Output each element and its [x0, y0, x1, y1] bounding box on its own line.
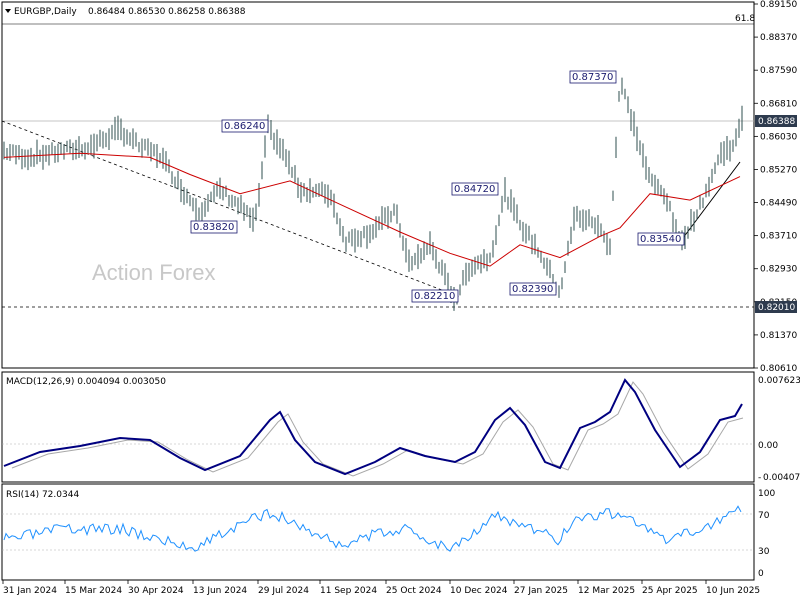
rsi-panel: [1, 483, 755, 581]
macd-tick-top: 0.007623: [758, 376, 800, 386]
annotations: 0.86240 0.83820 0.84720 0.82210 0.82390 0.873…: [190, 70, 685, 303]
macd-tick-bottom: 0.004073: [763, 473, 800, 483]
date-axis: 31 Jan 2024 15 Mar 2024 30 Apr 2024 13 Jun …: [2, 580, 760, 596]
annotation-box: [190, 220, 238, 234]
annotation-box: [221, 119, 269, 133]
price-tick-label: 0.87590: [760, 66, 797, 76]
annotation-label: 0.82210: [414, 291, 455, 302]
uptrend-line: [679, 161, 741, 243]
date-tick-label: 31 Jan 2024: [3, 586, 57, 596]
date-tick-label: 10 Dec 2024: [450, 586, 508, 596]
price-tick-label: 0.84490: [760, 199, 797, 209]
rsi-label: RSI(14) 72.0344: [6, 490, 79, 500]
annotation-label: 0.86240: [224, 121, 265, 132]
annotation-box: [569, 70, 617, 84]
date-tick-label: 25 Oct 2024: [386, 586, 442, 596]
support-price-tag: [755, 301, 797, 313]
date-tick-label: 10 Jun 2025: [706, 586, 760, 596]
annotation-box: [411, 289, 459, 303]
price-tick-label: 0.86810: [760, 99, 797, 109]
macd-label: MACD(12,26,9) 0.004094 0.003050: [6, 377, 166, 387]
symbol-label: EURGBP,Daily: [14, 7, 77, 17]
rsi-tick-0: 0: [758, 569, 764, 579]
annotation-box: [509, 282, 557, 296]
annotation-label: 0.87370: [572, 72, 613, 83]
fib-label: 61.8: [735, 14, 755, 24]
macd-signal-line: [11, 381, 744, 477]
macd-tick-bottom-sign: -: [758, 473, 761, 483]
current-price-value: 0.86388: [758, 117, 795, 127]
price-series: [3, 77, 743, 311]
price-tick-label: 0.89150: [760, 0, 797, 10]
price-tick-label: 0.80610: [760, 364, 797, 374]
rsi-tick-30: 30: [758, 547, 770, 557]
price-axis: 0.89150 0.88370 0.87590 0.86810 0.86030 0.852…: [754, 0, 797, 374]
price-tick-label: 0.85270: [760, 165, 797, 175]
date-tick-label: 15 Mar 2024: [65, 586, 122, 596]
price-tick-label: 0.83710: [760, 232, 797, 242]
price-panel: [1, 1, 755, 369]
date-tick-label: 13 Jun 2024: [193, 586, 247, 596]
annotation-box: [451, 182, 499, 196]
date-tick-label: 11 Sep 2024: [320, 586, 377, 596]
date-tick-label: 25 Apr 2025: [642, 586, 698, 596]
date-tick-label: 30 Apr 2024: [128, 586, 184, 596]
rsi-line: [3, 505, 742, 552]
annotation-label: 0.82390: [512, 284, 553, 295]
price-tick-label: 0.81370: [760, 331, 797, 341]
ohlc-label: 0.86484 0.86530 0.86258 0.86388: [88, 7, 246, 17]
downtrend-line: [1, 120, 461, 298]
macd-panel: [1, 371, 755, 483]
dropdown-arrow-icon[interactable]: [5, 9, 11, 13]
moving-average-line: [3, 152, 741, 267]
macd-line: [3, 378, 743, 476]
annotation-label: 0.83540: [640, 234, 681, 245]
watermark: Action Forex: [92, 260, 216, 285]
price-tick-label: 0.86030: [760, 132, 797, 142]
support-price-value: 0.82010: [758, 303, 795, 313]
price-tick-label: 0.82930: [760, 265, 797, 275]
annotation-label: 0.83820: [193, 222, 234, 233]
date-tick-label: 12 Mar 2025: [578, 586, 635, 596]
annotation-label: 0.84720: [454, 184, 495, 195]
current-price-tag: [755, 115, 797, 127]
rsi-tick-100: 100: [758, 489, 775, 499]
rsi-tick-70: 70: [758, 511, 770, 521]
date-tick-label: 29 Jul 2024: [258, 586, 309, 596]
date-tick-label: 27 Jan 2025: [514, 586, 568, 596]
macd-tick-zero: 0.00: [758, 441, 778, 451]
price-tick-label: 0.88370: [760, 33, 797, 43]
annotation-box: [637, 232, 685, 246]
